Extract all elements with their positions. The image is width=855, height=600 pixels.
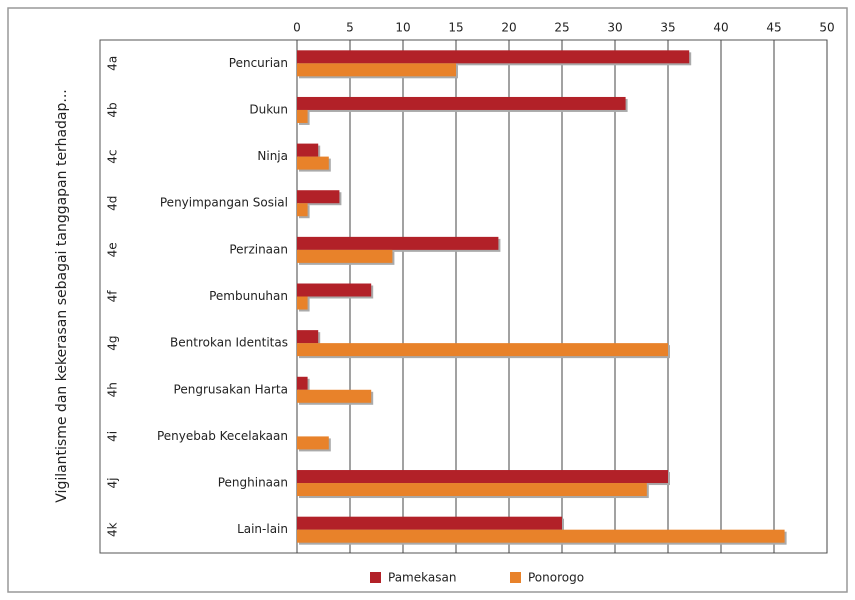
x-tick-label: 5 bbox=[346, 21, 354, 35]
bar bbox=[297, 203, 308, 217]
category-code: 4g bbox=[106, 336, 120, 351]
category-code: 4h bbox=[106, 382, 120, 397]
bar bbox=[297, 529, 785, 543]
bar bbox=[297, 156, 329, 170]
x-tick-label: 45 bbox=[766, 21, 781, 35]
y-tick-label: Penghinaan bbox=[218, 476, 288, 490]
bar bbox=[297, 470, 668, 484]
y-tick-label: Penyimpangan Sosial bbox=[160, 196, 288, 210]
bar bbox=[297, 249, 393, 263]
x-tick-label: 0 bbox=[293, 21, 301, 35]
bar bbox=[297, 143, 319, 157]
x-tick-label: 40 bbox=[713, 21, 728, 35]
y-tick-label: Ninja bbox=[257, 149, 288, 163]
bar bbox=[297, 236, 499, 250]
legend-label: Pamekasan bbox=[388, 571, 456, 585]
y-tick-label: Pengrusakan Harta bbox=[174, 382, 288, 396]
category-code: 4b bbox=[106, 102, 120, 117]
bar bbox=[297, 190, 340, 204]
bar bbox=[297, 296, 308, 310]
category-code: 4d bbox=[106, 196, 120, 211]
category-code: 4i bbox=[106, 431, 120, 442]
frame bbox=[7, 7, 848, 593]
category-code: 4a bbox=[106, 56, 120, 71]
x-tick-label: 35 bbox=[660, 21, 675, 35]
bar bbox=[297, 389, 372, 403]
y-tick-label: Bentrokan Identitas bbox=[170, 336, 288, 350]
category-code: 4f bbox=[106, 290, 120, 303]
category-code: 4k bbox=[106, 522, 120, 537]
y-tick-label: Pembunuhan bbox=[209, 289, 288, 303]
bar bbox=[297, 109, 308, 123]
bar bbox=[297, 376, 308, 390]
category-code: 4e bbox=[106, 242, 120, 257]
y-tick-label: Perzinaan bbox=[229, 242, 288, 256]
bar bbox=[297, 283, 372, 297]
x-tick-label: 10 bbox=[395, 21, 410, 35]
legend-swatch bbox=[510, 572, 521, 583]
y-tick-label: Pencurian bbox=[229, 56, 288, 70]
bar bbox=[297, 436, 329, 450]
bar bbox=[297, 343, 668, 357]
bar bbox=[297, 483, 647, 497]
y-tick-label: Lain-lain bbox=[237, 522, 288, 536]
legend-label: Ponorogo bbox=[528, 571, 584, 585]
category-code: 4c bbox=[106, 149, 120, 163]
x-tick-label: 15 bbox=[448, 21, 463, 35]
x-tick-label: 50 bbox=[819, 21, 834, 35]
bar bbox=[297, 96, 626, 110]
bar bbox=[297, 516, 562, 530]
legend-swatch bbox=[370, 572, 381, 583]
y-axis-label: Vigilantisme dan kekerasan sebagai tangg… bbox=[54, 89, 70, 502]
bar bbox=[297, 63, 456, 77]
x-tick-label: 30 bbox=[607, 21, 622, 35]
x-tick-label: 20 bbox=[501, 21, 516, 35]
x-tick-label: 25 bbox=[554, 21, 569, 35]
bar bbox=[297, 50, 690, 64]
bar bbox=[297, 330, 319, 344]
y-tick-label: Dukun bbox=[249, 102, 288, 116]
y-tick-label: Penyebab Kecelakaan bbox=[157, 429, 288, 443]
category-code: 4j bbox=[106, 478, 120, 489]
